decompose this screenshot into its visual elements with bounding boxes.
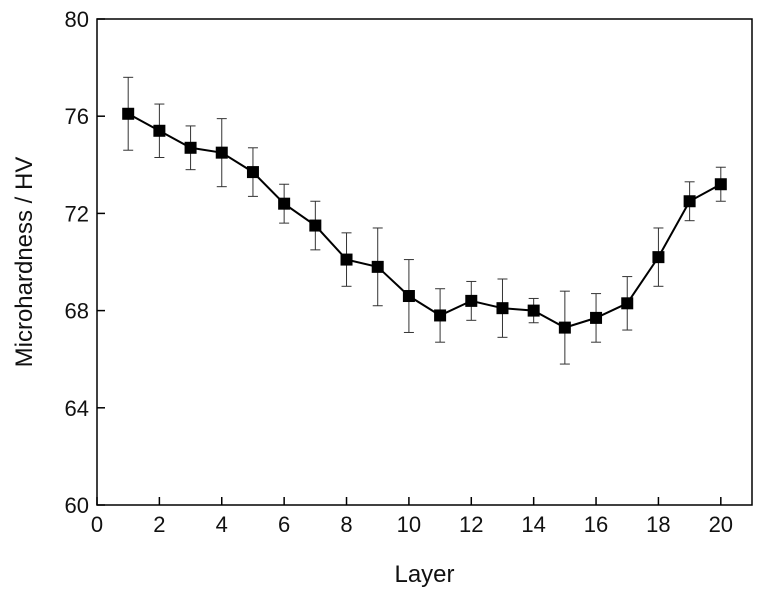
x-tick-label: 10 <box>397 512 421 537</box>
series-line <box>127 112 722 329</box>
data-point <box>184 141 197 154</box>
x-tick-label: 16 <box>584 512 608 537</box>
x-tick-label: 12 <box>459 512 483 537</box>
y-tick-label: 76 <box>65 104 89 129</box>
data-point <box>371 260 384 273</box>
y-tick-label: 80 <box>65 7 89 32</box>
series-layer <box>122 76 727 365</box>
data-point <box>683 195 696 208</box>
x-tick-label: 18 <box>646 512 670 537</box>
data-point <box>465 294 478 307</box>
y-tick-label: 64 <box>65 396 89 421</box>
x-axis-title: Layer <box>394 561 454 588</box>
data-point <box>558 321 571 334</box>
data-point <box>714 178 727 191</box>
data-point <box>527 304 540 317</box>
data-point <box>246 166 259 179</box>
data-point <box>434 309 447 322</box>
data-point <box>590 311 603 324</box>
x-tick-label: 2 <box>153 512 165 537</box>
x-axis-ticks: 0 2 4 6 8 10 12 14 16 18 20 <box>91 497 733 537</box>
x-tick-label: 8 <box>340 512 352 537</box>
x-tick-label: 14 <box>521 512 545 537</box>
data-point <box>153 124 166 137</box>
y-tick-label: 68 <box>65 299 89 324</box>
y-axis-title: Microhardness / HV <box>11 157 38 368</box>
x-tick-label: 0 <box>91 512 103 537</box>
data-point <box>278 197 291 210</box>
x-tick-label: 20 <box>709 512 733 537</box>
data-point <box>340 253 353 266</box>
y-tick-label: 60 <box>65 493 89 518</box>
plot-frame <box>96 18 753 506</box>
data-point <box>496 302 509 315</box>
data-point <box>402 290 415 303</box>
data-point <box>122 107 135 120</box>
data-point <box>652 251 665 264</box>
data-point <box>309 219 322 232</box>
y-tick-label: 72 <box>65 201 89 226</box>
x-tick-label: 4 <box>216 512 228 537</box>
data-point <box>621 297 634 310</box>
data-point <box>215 146 228 159</box>
y-axis-ticks: 60 64 68 72 76 80 <box>65 7 105 518</box>
x-tick-label: 6 <box>278 512 290 537</box>
